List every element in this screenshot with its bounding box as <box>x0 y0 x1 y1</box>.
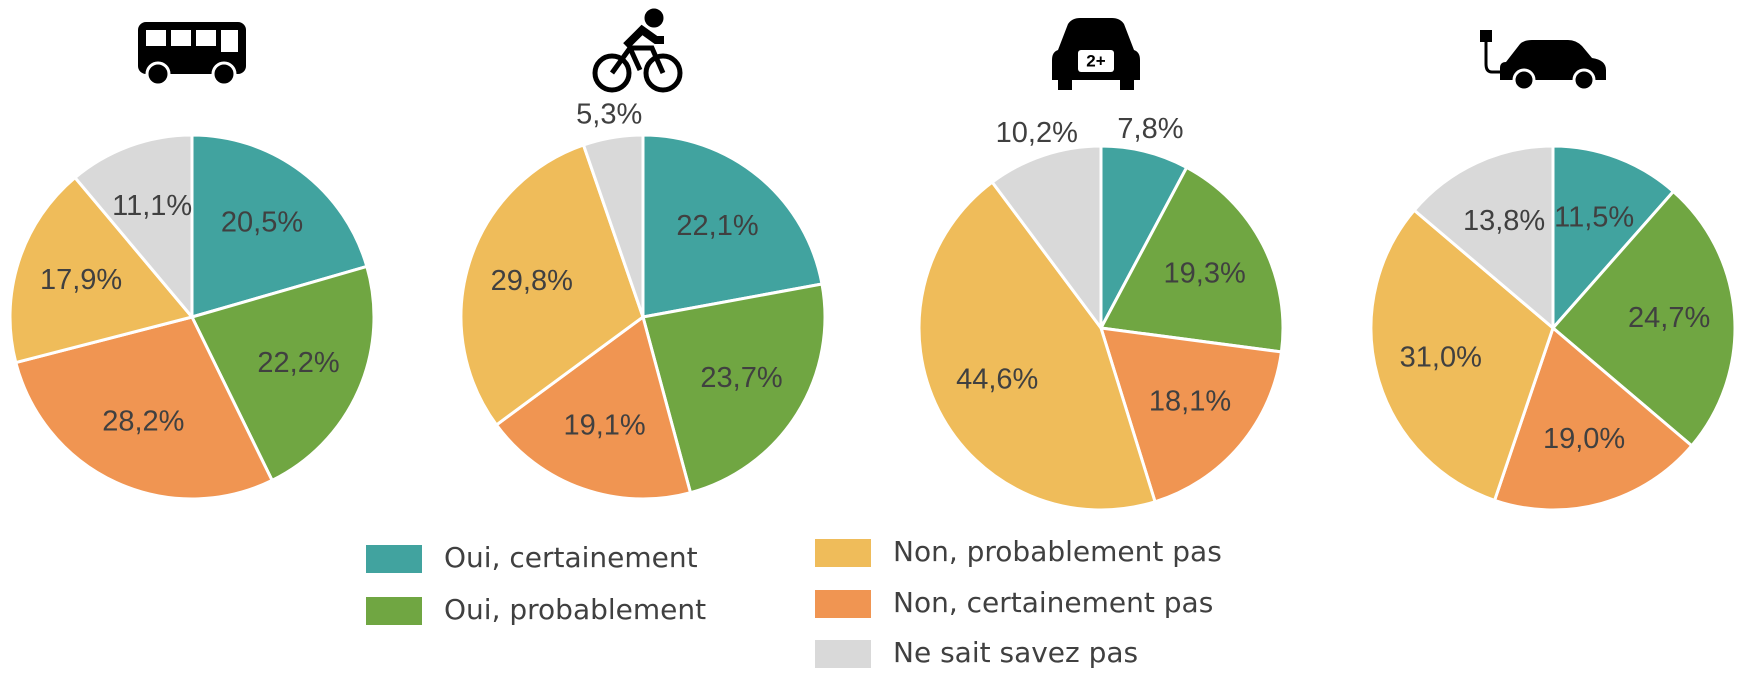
value-label: 11,5% <box>1554 202 1634 234</box>
pie-slice <box>459 143 645 427</box>
value-label: 29,8% <box>491 265 573 297</box>
pie-slice <box>917 180 1157 512</box>
legend-swatch <box>815 539 871 567</box>
value-label: 24,7% <box>1628 302 1710 334</box>
pie-slice <box>641 133 824 319</box>
value-label: 19,3% <box>1164 257 1246 289</box>
value-label: 13,8% <box>1463 205 1545 237</box>
value-label: 17,9% <box>40 264 122 296</box>
value-label: 10,2% <box>996 117 1078 149</box>
pie-slice <box>1098 165 1285 354</box>
pie-slice <box>990 144 1103 333</box>
pie-slice <box>1412 144 1555 332</box>
svg-text:2+: 2+ <box>1086 51 1105 70</box>
carpool-icon: 2+ <box>1052 18 1140 90</box>
value-label: 19,0% <box>1543 423 1625 455</box>
value-label: 23,7% <box>700 362 782 394</box>
pie-slice <box>1551 144 1676 332</box>
legend-label: Oui, probablement <box>444 593 706 626</box>
value-label: 44,6% <box>956 364 1038 396</box>
value-label: 31,0% <box>1400 342 1482 374</box>
value-label: 19,1% <box>563 410 645 442</box>
value-label: 18,1% <box>1149 386 1231 418</box>
pie-slice <box>1550 189 1737 448</box>
bus-icon <box>138 22 246 87</box>
pie-slice <box>72 133 194 322</box>
value-label: 7,8% <box>1117 113 1183 145</box>
pie-slice <box>1492 325 1694 512</box>
value-label: 5,3% <box>576 99 642 131</box>
pie-slice <box>641 282 827 495</box>
legend-swatch <box>366 545 422 573</box>
pie-slice <box>190 133 369 319</box>
pie-slice <box>189 264 376 483</box>
legend-label: Non, certainement pas <box>893 586 1213 619</box>
value-label: 20,5% <box>221 207 303 239</box>
pie-slice <box>8 175 195 365</box>
legend-label: Oui, certainement <box>444 541 698 574</box>
value-label: 28,2% <box>102 405 184 437</box>
pie-slice <box>1098 326 1284 504</box>
value-label: 22,2% <box>257 347 339 379</box>
legend-swatch <box>366 597 422 625</box>
value-label: 11,1% <box>112 190 192 222</box>
value-label: 22,1% <box>676 210 758 242</box>
bike-icon <box>592 8 683 93</box>
electric-car-icon <box>1480 30 1606 92</box>
pie-slice <box>494 314 693 501</box>
pie-slice <box>581 133 645 318</box>
pie-slice <box>1369 208 1555 503</box>
legend-label: Ne sait savez pas <box>893 636 1138 669</box>
legend-label: Non, probablement pas <box>893 535 1222 568</box>
legend-swatch <box>815 590 871 618</box>
pie-slice <box>13 315 275 501</box>
legend-swatch <box>815 640 871 668</box>
